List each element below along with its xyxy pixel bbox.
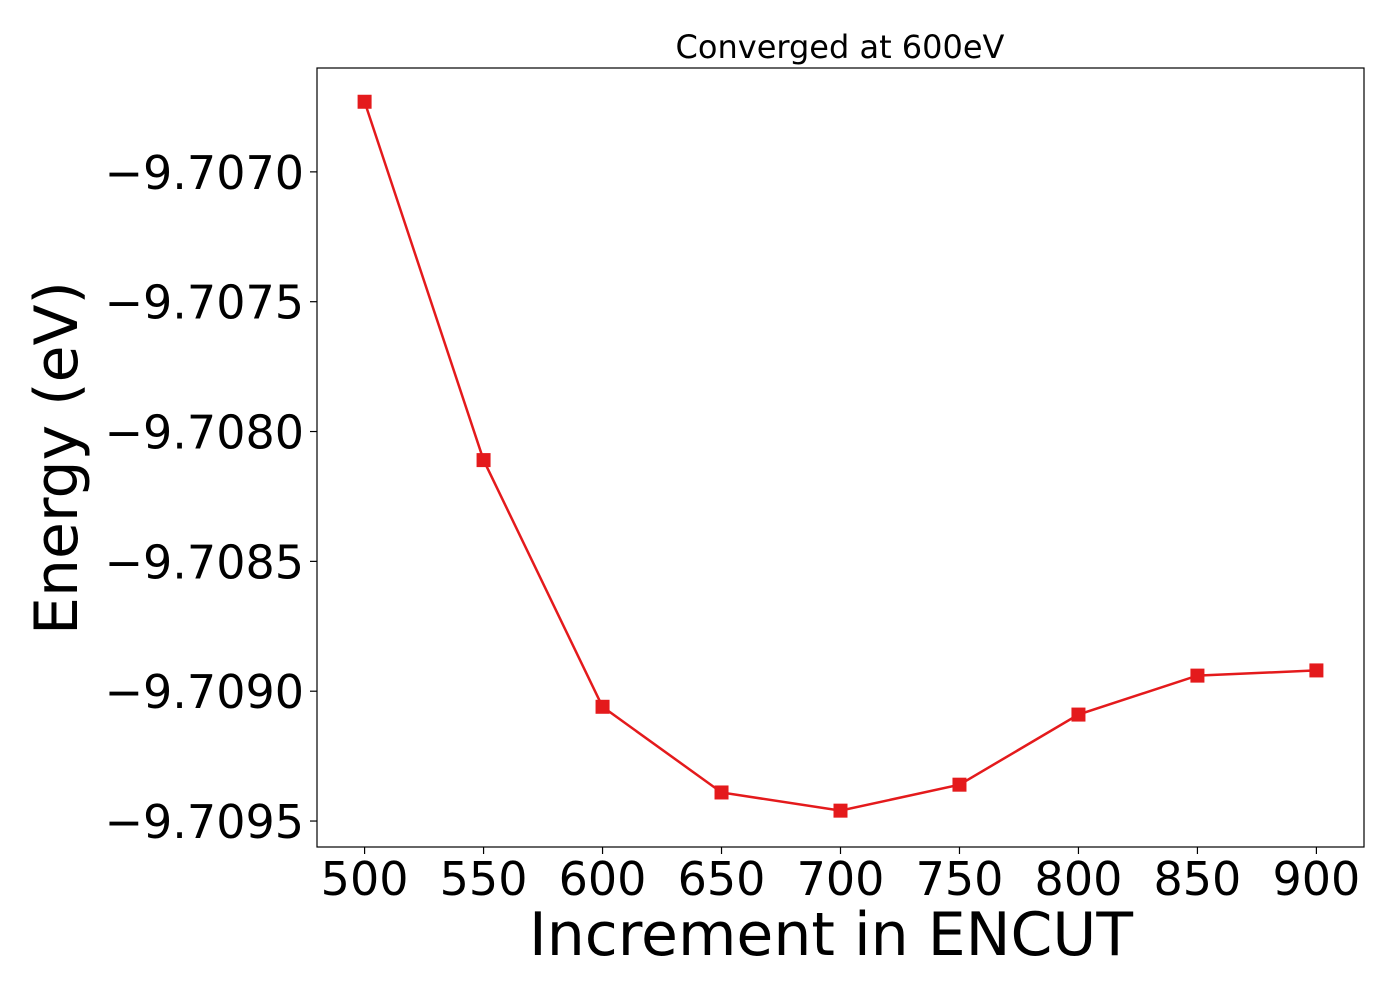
x-tick-label: 600 (559, 852, 647, 906)
y-tick-label: −9.7090 (105, 665, 305, 719)
x-axis-label: Increment in ENCUT (529, 900, 1133, 970)
data-point-marker (357, 94, 372, 109)
x-tick-label: 850 (1154, 852, 1242, 906)
x-axis-ticks: 500 550 600 650 700 750 800 850 900 (321, 847, 1361, 906)
chart-title: Converged at 600eV (676, 28, 1005, 66)
data-point-marker (833, 803, 848, 818)
y-axis-label: Energy (eV) (22, 281, 92, 635)
y-tick-label: −9.7075 (105, 276, 305, 330)
x-tick-label: 550 (440, 852, 528, 906)
data-point-marker (952, 777, 967, 792)
data-point-marker (1190, 668, 1205, 683)
x-tick-label: 800 (1035, 852, 1123, 906)
data-point-marker (714, 785, 729, 800)
y-tick-label: −9.7095 (105, 795, 305, 849)
data-point-marker (476, 453, 491, 468)
y-tick-label: −9.7080 (105, 406, 305, 460)
energy-series-line (363, 101, 1317, 812)
x-tick-label: 750 (916, 852, 1004, 906)
series-layer (357, 94, 1324, 818)
x-tick-label: 500 (321, 852, 409, 906)
x-tick-label: 650 (678, 852, 766, 906)
x-tick-label: 900 (1273, 852, 1361, 906)
data-point-marker (595, 699, 610, 714)
data-point-marker (1071, 707, 1086, 722)
y-tick-label: −9.7070 (105, 146, 305, 200)
plot-frame (316, 67, 1365, 848)
data-point-marker (1309, 663, 1324, 678)
x-tick-label: 700 (797, 852, 885, 906)
y-tick-label: −9.7085 (105, 535, 305, 589)
y-axis-ticks: −9.7070 −9.7075 −9.7080 −9.7085 −9.7090 −9.70… (105, 146, 317, 849)
